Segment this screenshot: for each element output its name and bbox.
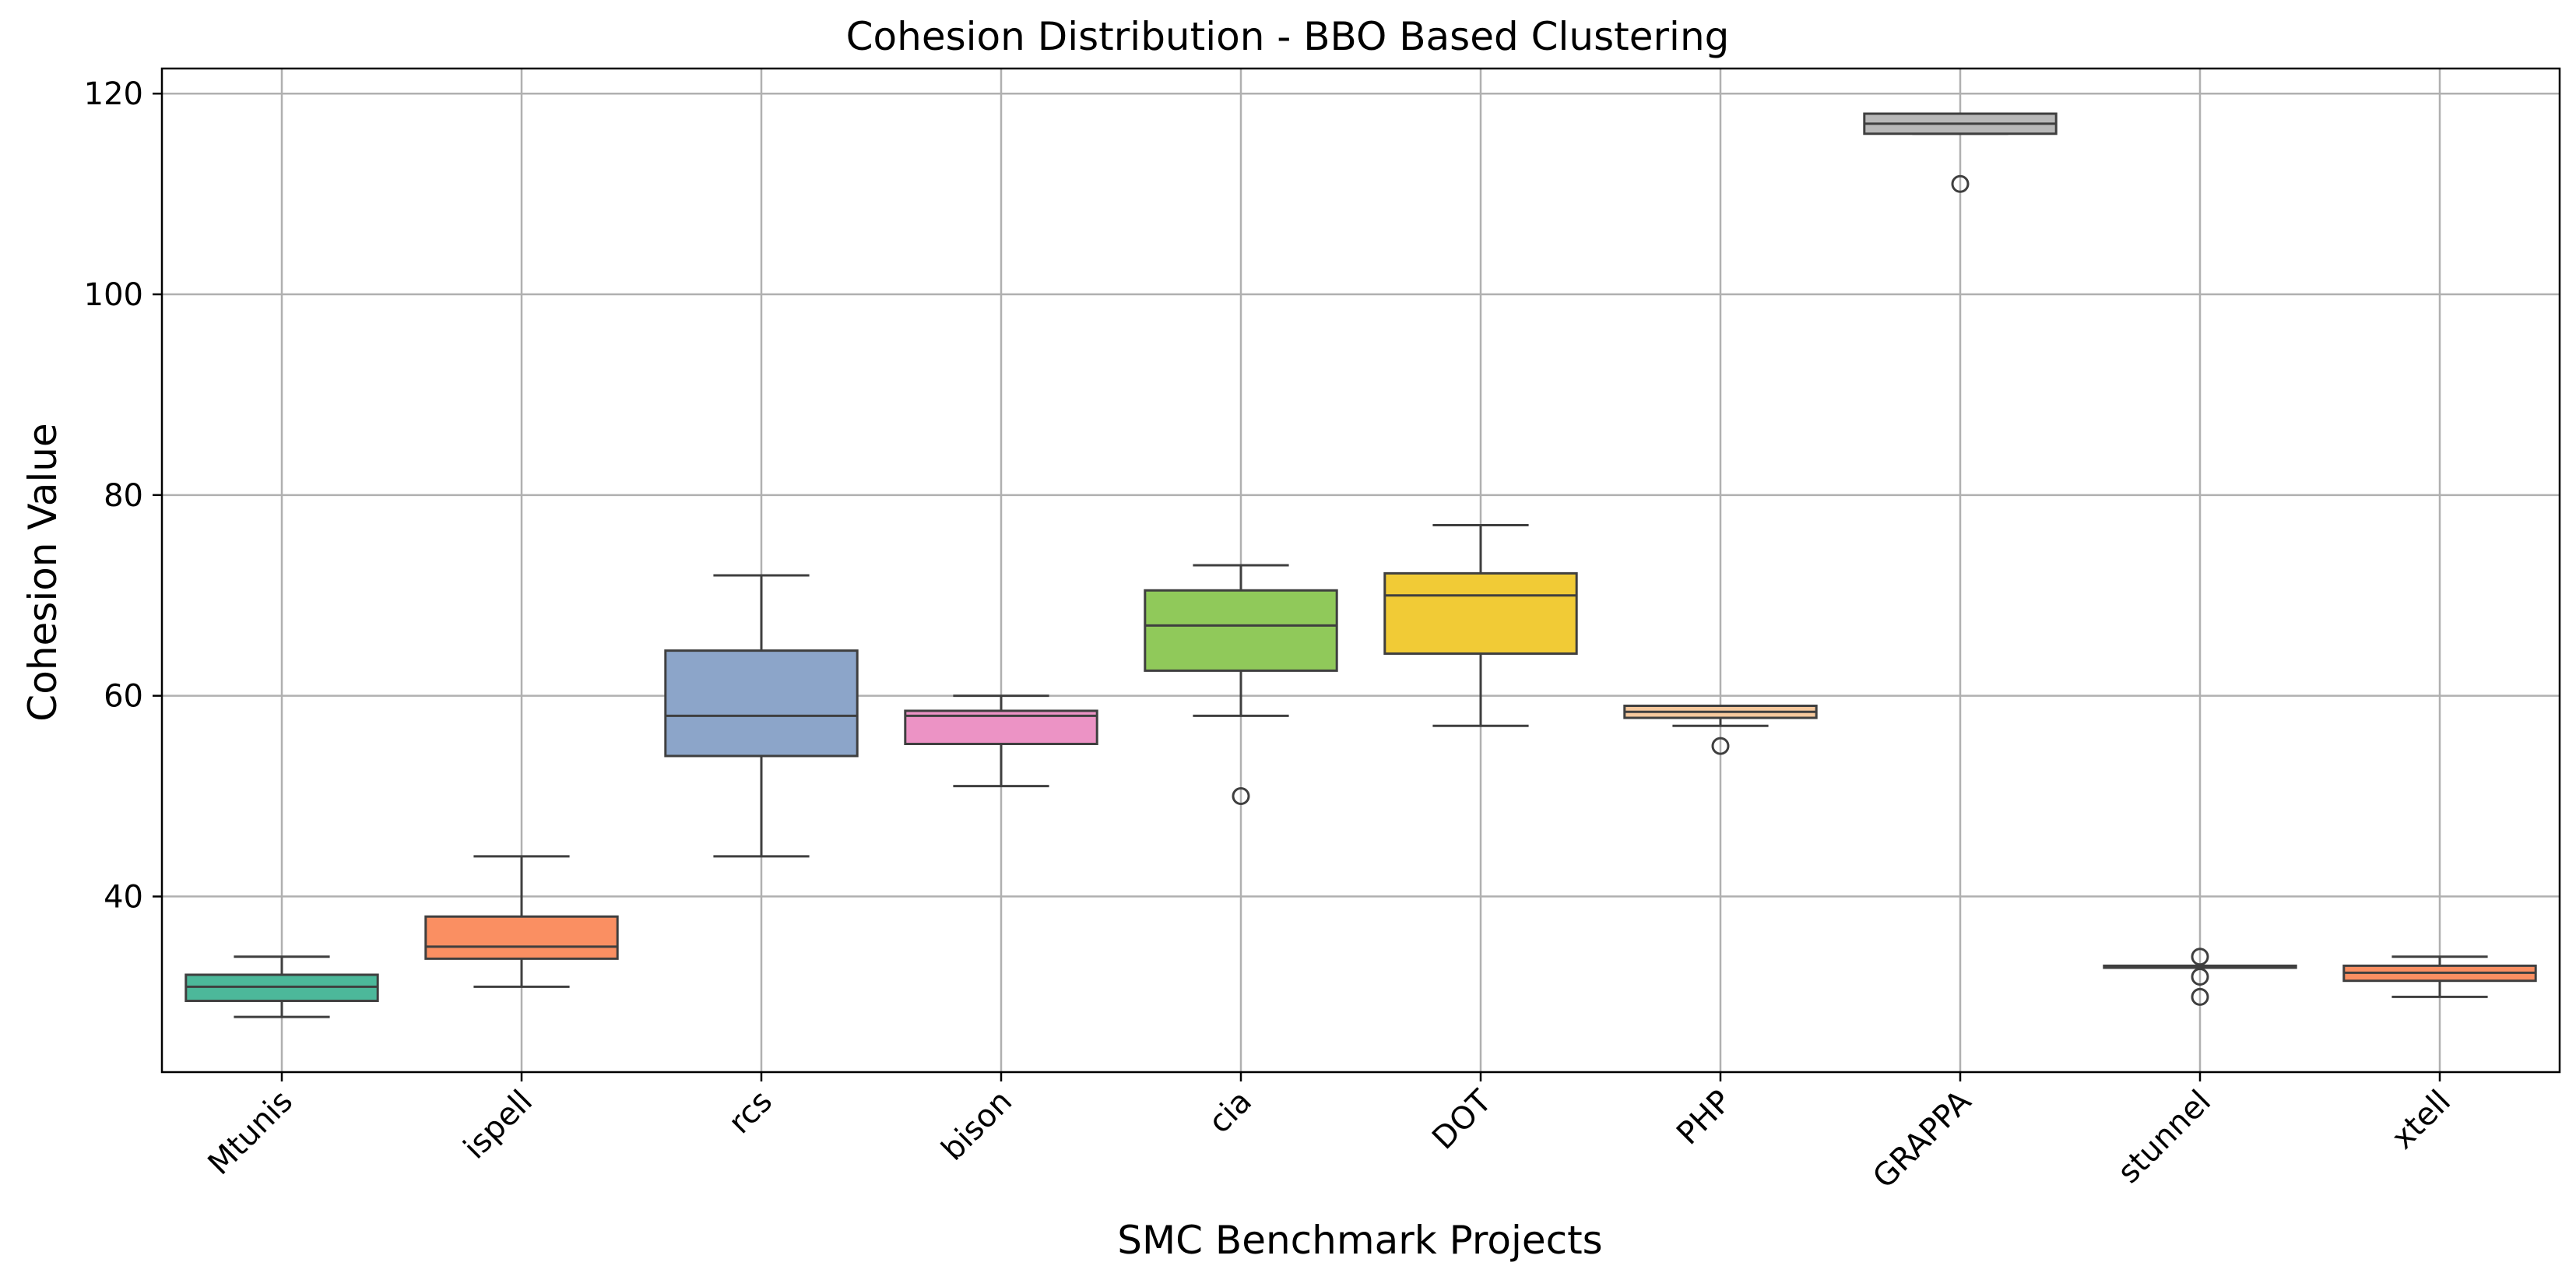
box-dot <box>1383 523 1578 727</box>
box-cia <box>1144 564 1338 806</box>
y-tick-label: 120 <box>84 76 143 112</box>
plot-area <box>185 112 2537 1018</box>
box-stunnel <box>2103 948 2297 1006</box>
y-axis-title: Cohesion Value <box>20 423 65 721</box>
y-tick-label: 80 <box>104 478 143 514</box>
box-rcs <box>664 574 859 858</box>
box-bison <box>904 695 1098 788</box>
outlier-point <box>2191 948 2209 966</box>
iqr-box <box>664 649 859 758</box>
y-axis-ticks: 40 60 80 100 120 <box>84 76 162 915</box>
box-mtunis <box>185 955 379 1018</box>
outlier-point <box>2191 968 2209 986</box>
box-ispell <box>424 855 619 988</box>
box-php <box>1623 705 1818 755</box>
x-axis-title: SMC Benchmark Projects <box>1117 1218 1603 1263</box>
chart-title: Cohesion Distribution - BBO Based Cluste… <box>846 14 1730 59</box>
box-grappa <box>1863 112 2058 193</box>
y-tick-label: 40 <box>104 879 143 915</box>
outlier-point <box>1711 737 1730 755</box>
iqr-box <box>424 915 619 960</box>
iqr-box <box>1383 571 1578 655</box>
y-tick-label: 100 <box>84 277 143 313</box>
plot-frame <box>160 67 2561 1074</box>
iqr-box <box>1144 589 1338 672</box>
outlier-point <box>1232 787 1250 806</box>
outlier-point <box>2191 987 2209 1006</box>
y-tick-label: 60 <box>104 679 143 715</box>
box-xtell <box>2342 955 2537 998</box>
outlier-point <box>1951 174 1970 193</box>
